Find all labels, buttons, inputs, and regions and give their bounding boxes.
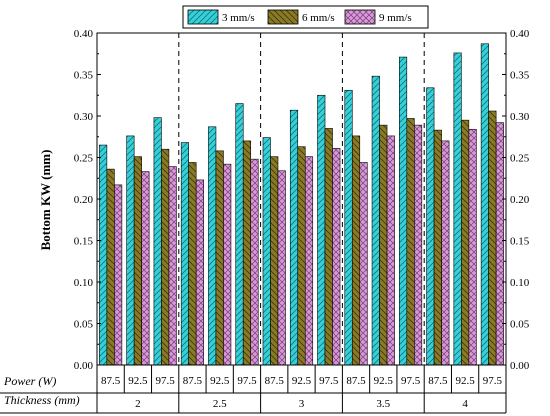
y-tick-label-right-2: 0.10 (510, 277, 530, 289)
y-tick-label-right-7: 0.35 (510, 70, 530, 82)
power-label-7: 92.5 (292, 375, 312, 387)
bar-9mms-14 (495, 122, 504, 366)
bar-6mms-6 (270, 156, 279, 366)
bar-3mms-8 (317, 94, 326, 366)
bar-6mms-12 (433, 129, 442, 366)
legend-label-6mm: 6 mm/s (302, 12, 335, 24)
thickness-label-4: 4 (462, 398, 468, 410)
thickness-row-title: Thickness (mm) (4, 393, 80, 407)
bar-6mms-4 (215, 150, 224, 366)
bar-9mms-8 (332, 148, 341, 366)
bar-3mms-3 (180, 142, 189, 366)
power-label-4: 92.5 (210, 375, 230, 387)
bar-3mms-10 (371, 75, 380, 366)
y-tick-label-left-3: 0.15 (74, 236, 94, 248)
power-label-11: 97.5 (401, 375, 421, 387)
bar-9mms-11 (414, 124, 423, 366)
legend-swatch-3mm (187, 9, 219, 25)
legend-swatch-6mm (267, 9, 299, 25)
bar-3mms-5 (235, 103, 244, 366)
y-tick-label-left-4: 0.20 (74, 194, 94, 206)
bar-6mms-1 (133, 156, 142, 366)
bar-9mms-0 (114, 184, 123, 366)
power-label-5: 97.5 (237, 375, 257, 387)
bar-3mms-7 (289, 109, 299, 366)
power-label-13: 92.5 (455, 375, 475, 387)
bar-9mms-2 (168, 166, 177, 366)
bar-6mms-0 (106, 168, 115, 366)
bar-6mms-14 (488, 110, 497, 366)
bar-6mms-13 (461, 119, 470, 366)
y-axis-title: Bottom KW (mm) (38, 150, 53, 251)
power-label-14: 97.5 (483, 375, 503, 387)
bar-3mms-0 (99, 144, 108, 366)
bar-3mms-1 (126, 135, 135, 366)
bar-3mms-12 (426, 87, 435, 366)
legend-label-3mm: 3 mm/s (222, 12, 255, 24)
bar-9mms-3 (195, 179, 204, 366)
bar-9mms-13 (468, 128, 477, 366)
bar-9mms-5 (250, 158, 259, 366)
bar-9mms-10 (386, 135, 395, 366)
y-tick-label-left-6: 0.30 (74, 111, 94, 123)
thickness-label-2: 3 (299, 398, 305, 410)
plot-area: 0.00 0.00 0.05 0.05 0.10 0.10 0.15 0.15 0.20 0.20… (0, 28, 530, 414)
y-tick-label-right-3: 0.15 (510, 236, 530, 248)
bar-9mms-4 (223, 163, 232, 366)
y-tick-label-right-8: 0.40 (510, 28, 530, 40)
power-label-8: 97.5 (319, 375, 339, 387)
power-label-6: 87.5 (265, 375, 285, 387)
power-label-2: 97.5 (156, 375, 176, 387)
bar-3mms-13 (453, 52, 462, 366)
y-tick-label-right-1: 0.05 (510, 319, 530, 331)
bar-6mms-2 (161, 148, 170, 366)
bar-3mms-11 (399, 56, 408, 366)
bar-6mms-9 (351, 135, 361, 366)
legend-swatch-9mm (344, 9, 376, 25)
y-tick-label-right-0: 0.00 (510, 360, 530, 372)
bar-6mms-3 (188, 162, 197, 366)
bar-9mms-12 (441, 140, 450, 366)
power-row-title: Power (W) (3, 374, 56, 388)
power-label-0: 87.5 (101, 375, 121, 387)
y-tick-label-left-0: 0.00 (74, 360, 94, 372)
thickness-label-0: 2 (135, 398, 141, 410)
power-label-12: 87.5 (428, 375, 448, 387)
power-label-10: 92.5 (374, 375, 394, 387)
y-tick-label-right-4: 0.20 (510, 194, 530, 206)
bar-6mms-10 (379, 124, 388, 366)
y-tick-label-left-8: 0.40 (74, 28, 94, 40)
y-tick-label-left-7: 0.35 (74, 70, 94, 82)
bar-6mms-7 (297, 146, 306, 366)
power-label-9: 87.5 (346, 375, 366, 387)
bar-9mms-6 (277, 170, 286, 366)
bar-3mms-4 (208, 126, 217, 366)
bar-3mms-14 (480, 43, 489, 366)
y-tick-label-right-6: 0.30 (510, 111, 530, 123)
bar-6mms-8 (324, 128, 333, 366)
legend: 3 mm/s 6 mm/s 9 mm/s (182, 5, 429, 29)
bar-3mms-6 (262, 137, 271, 366)
bar-6mms-5 (242, 140, 252, 366)
bar-9mms-1 (141, 171, 150, 366)
bar-3mms-2 (153, 117, 162, 366)
bar-6mms-11 (406, 118, 415, 366)
y-tick-label-right-5: 0.25 (510, 153, 530, 165)
y-tick-label-left-2: 0.10 (74, 277, 94, 289)
bar-9mms-7 (304, 156, 314, 366)
legend-label-9mm: 9 mm/s (379, 12, 412, 24)
bar-3mms-9 (344, 89, 353, 366)
power-label-3: 87.5 (183, 375, 203, 387)
bar-9mms-9 (359, 162, 368, 366)
thickness-label-1: 2.5 (213, 398, 227, 410)
thickness-label-3: 3.5 (376, 398, 390, 410)
y-tick-label-left-1: 0.05 (74, 319, 94, 331)
power-label-1: 92.5 (128, 375, 148, 387)
y-tick-label-left-5: 0.25 (74, 153, 94, 165)
